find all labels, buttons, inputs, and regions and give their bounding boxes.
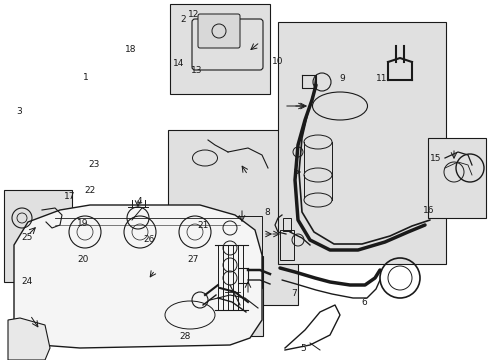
Bar bbox=[168, 130, 297, 305]
Text: 19: 19 bbox=[77, 219, 89, 228]
Text: 2: 2 bbox=[180, 15, 186, 24]
Text: 5: 5 bbox=[300, 344, 305, 353]
Text: 9: 9 bbox=[339, 74, 345, 83]
Bar bbox=[280, 230, 293, 260]
Text: 18: 18 bbox=[125, 45, 137, 54]
Text: 25: 25 bbox=[21, 233, 33, 242]
Bar bbox=[175, 256, 263, 336]
Text: 14: 14 bbox=[172, 59, 184, 68]
Text: 8: 8 bbox=[264, 208, 269, 217]
Text: 23: 23 bbox=[88, 161, 100, 170]
Polygon shape bbox=[8, 318, 50, 360]
Text: 21: 21 bbox=[197, 220, 208, 230]
Text: 11: 11 bbox=[375, 74, 386, 83]
Text: 24: 24 bbox=[21, 277, 33, 286]
Text: 1: 1 bbox=[82, 73, 88, 82]
Text: 12: 12 bbox=[187, 10, 199, 19]
Bar bbox=[427, 138, 485, 218]
Text: 20: 20 bbox=[77, 255, 89, 264]
Text: 15: 15 bbox=[428, 154, 440, 163]
Bar bbox=[283, 218, 290, 231]
Text: 17: 17 bbox=[64, 192, 76, 201]
Text: 27: 27 bbox=[187, 255, 199, 264]
Polygon shape bbox=[14, 205, 262, 348]
Ellipse shape bbox=[304, 168, 331, 182]
Text: 22: 22 bbox=[84, 186, 96, 195]
Text: 10: 10 bbox=[271, 57, 283, 66]
Bar bbox=[192, 216, 262, 288]
Text: 26: 26 bbox=[143, 235, 155, 244]
Ellipse shape bbox=[304, 193, 331, 207]
Text: 13: 13 bbox=[190, 66, 202, 75]
Bar bbox=[4, 190, 72, 282]
Text: 6: 6 bbox=[361, 298, 366, 307]
Text: 28: 28 bbox=[179, 332, 190, 341]
Text: 16: 16 bbox=[422, 206, 433, 215]
Text: 4: 4 bbox=[136, 197, 142, 206]
Bar bbox=[170, 4, 269, 94]
Ellipse shape bbox=[304, 135, 331, 149]
FancyBboxPatch shape bbox=[198, 14, 240, 48]
Text: 7: 7 bbox=[291, 289, 297, 298]
Text: 3: 3 bbox=[17, 107, 22, 116]
Bar bbox=[278, 22, 445, 264]
